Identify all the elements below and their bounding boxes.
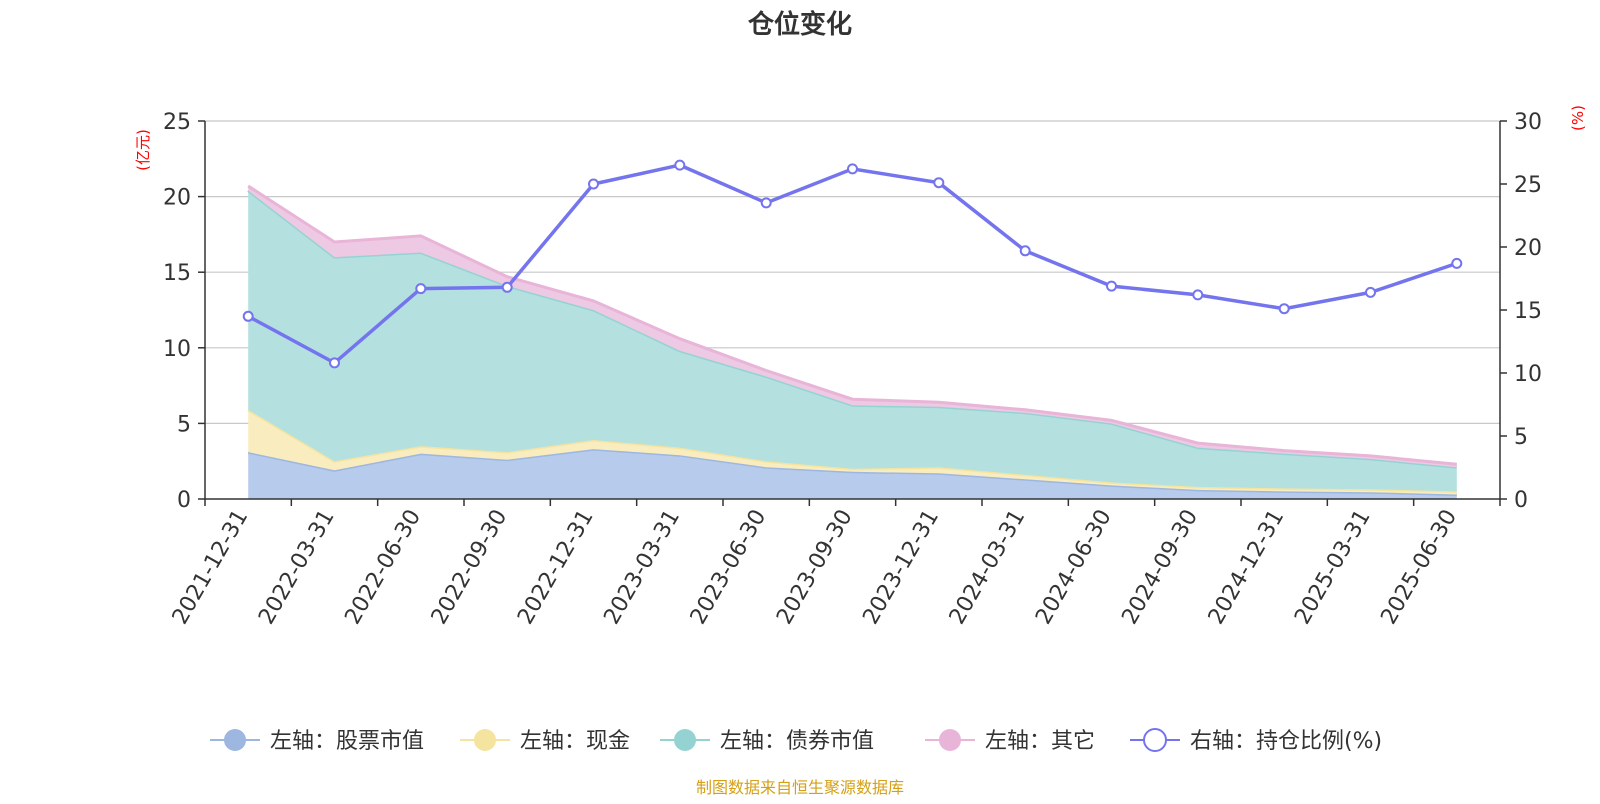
x-tick-label: 2023-03-31 xyxy=(599,505,685,628)
legend-marker xyxy=(224,729,246,751)
right-axis-unit-label: (%) xyxy=(1569,105,1587,131)
area-3-fill xyxy=(248,190,1457,492)
x-tick-label: 2021-12-31 xyxy=(168,506,254,629)
ratio-point xyxy=(1192,289,1204,301)
x-tick-label: 2023-12-31 xyxy=(858,505,944,628)
right-tick-label: 10 xyxy=(1514,362,1542,387)
ratio-point xyxy=(1451,257,1463,269)
source-note: 制图数据来自恒生聚源数据库 xyxy=(696,778,904,797)
ratio-point xyxy=(415,283,427,295)
legend-item-5[interactable]: 右轴：持仓比例(%) xyxy=(1130,728,1382,754)
x-tick-label: 2024-03-31 xyxy=(945,506,1031,629)
x-tick-label: 2025-06-30 xyxy=(1376,505,1462,628)
legend-item-1[interactable]: 左轴：股票市值 xyxy=(210,729,424,754)
legend-item-4[interactable]: 左轴：其它 xyxy=(925,729,1095,754)
ratio-point xyxy=(1365,286,1376,298)
x-tick-label: 2022-03-31 xyxy=(254,506,340,629)
ratio-point xyxy=(588,178,599,190)
left-axis-unit-label: (亿元) xyxy=(134,129,152,171)
left-tick-label: 0 xyxy=(177,488,191,513)
area-1-fill xyxy=(248,449,1457,499)
ratio-point xyxy=(1278,303,1290,315)
legend-label: 右轴：持仓比例(%) xyxy=(1190,729,1382,754)
x-tick-label: 2025-03-31 xyxy=(1290,506,1376,629)
x-tick-label: 2024-09-30 xyxy=(1117,505,1203,628)
legend-marker xyxy=(674,729,696,751)
ratio-point xyxy=(242,310,254,322)
ratio-point xyxy=(933,177,945,189)
x-tick-label: 2022-12-31 xyxy=(513,506,599,629)
legend-label: 左轴：债券市值 xyxy=(720,729,874,754)
x-tick-label: 2022-09-30 xyxy=(427,506,513,629)
right-tick-label: 25 xyxy=(1514,173,1542,198)
x-tick-label: 2022-06-30 xyxy=(340,505,426,628)
ratio-point xyxy=(760,197,772,209)
ratio-point xyxy=(1019,245,1031,257)
area-4-edge xyxy=(247,184,1457,466)
ratio-point xyxy=(501,281,513,293)
legend-marker xyxy=(1143,728,1167,752)
legend-item-2[interactable]: 左轴：现金 xyxy=(460,729,630,754)
legend-label: 左轴：股票市值 xyxy=(270,729,424,754)
ratio-point xyxy=(847,163,858,175)
x-tick-label: 2023-06-30 xyxy=(686,506,772,629)
right-tick-label: 5 xyxy=(1514,425,1528,450)
legend: 左轴：股票市值 左轴：现金 左轴：债券市值 左轴：其它 右轴：持仓比例(%) xyxy=(210,728,1382,754)
right-tick-label: 20 xyxy=(1514,236,1542,261)
left-tick-label: 20 xyxy=(163,186,191,211)
ratio-point xyxy=(329,357,340,369)
x-tick-label: 2023-09-30 xyxy=(772,506,858,629)
x-tick-label: 2024-12-31 xyxy=(1204,506,1290,629)
ratio-point xyxy=(1106,280,1117,292)
ratio-line-layer xyxy=(242,159,1463,369)
legend-item-3[interactable]: 左轴：债券市值 xyxy=(660,729,874,754)
left-tick-label: 25 xyxy=(163,110,191,135)
left-tick-label: 15 xyxy=(163,261,191,286)
right-tick-label: 0 xyxy=(1514,488,1528,513)
legend-label: 左轴：其它 xyxy=(985,729,1095,754)
stacked-areas xyxy=(247,184,1457,499)
left-tick-label: 10 xyxy=(163,337,191,362)
legend-label: 左轴：现金 xyxy=(520,729,630,754)
legend-marker xyxy=(474,729,496,751)
right-tick-label: 30 xyxy=(1514,110,1542,135)
ratio-point xyxy=(674,159,686,171)
right-tick-label: 15 xyxy=(1514,299,1542,324)
legend-marker xyxy=(939,729,961,751)
chart-title: 仓位变化 xyxy=(747,9,852,40)
x-tick-label: 2024-06-30 xyxy=(1031,506,1117,629)
left-tick-label: 5 xyxy=(177,412,191,437)
